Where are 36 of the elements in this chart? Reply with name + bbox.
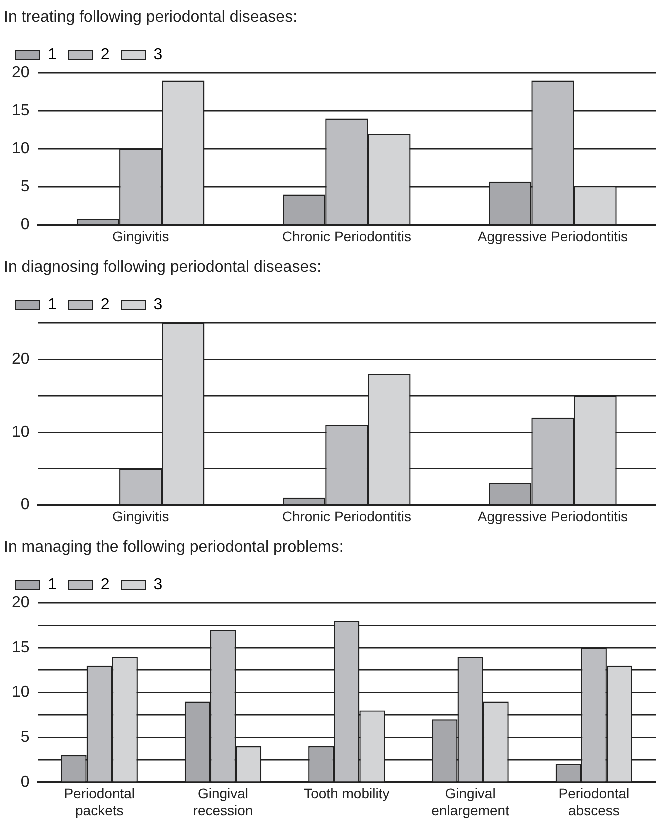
y-tick-label: 0 xyxy=(20,774,30,791)
y-tick-label: 0 xyxy=(20,216,30,234)
legend-label: 3 xyxy=(154,576,163,594)
y-tick-label: 20 xyxy=(12,351,30,368)
legend-label: 2 xyxy=(100,296,110,314)
x-tick-label: Periodontal packets xyxy=(64,786,136,818)
legend-label: 1 xyxy=(48,46,57,64)
x-tick-label: Gingival enlargement xyxy=(432,786,510,818)
legend-label: 1 xyxy=(48,296,57,314)
x-tick-label: Chronic Periodontitis xyxy=(282,508,412,524)
x-tick-label: Gingival recession xyxy=(193,786,254,818)
y-tick-label: 10 xyxy=(12,684,30,702)
y-tick-label: 0 xyxy=(20,496,30,514)
y-tick-label: 5 xyxy=(20,178,30,196)
x-tick-label: Aggressive Periodontitis xyxy=(478,508,628,524)
legend-label: 1 xyxy=(48,576,57,594)
y-tick-label: 5 xyxy=(20,729,30,746)
legend-label: 2 xyxy=(100,576,110,594)
x-tick-label: Gingivitis xyxy=(112,228,170,244)
y-tick-label: 15 xyxy=(12,102,30,120)
y-tick-label: 10 xyxy=(12,424,30,441)
y-tick-label: 10 xyxy=(12,140,30,158)
y-tick-label: 15 xyxy=(12,639,30,656)
legend-label: 3 xyxy=(154,296,163,314)
chart-title: In managing the following periodontal problems: xyxy=(4,539,344,556)
x-tick-label: Tooth mobility xyxy=(304,786,390,802)
chart-title: In treating following periodontal diseases: xyxy=(4,9,298,26)
x-tick-label: Aggressive Periodontitis xyxy=(478,228,628,244)
x-tick-label: Chronic Periodontitis xyxy=(282,228,412,244)
legend-label: 3 xyxy=(154,46,163,64)
x-tick-label: Gingivitis xyxy=(112,508,170,524)
chart-title: In diagnosing following periodontal diseases: xyxy=(4,259,322,276)
x-tick-label: Periodontal abscess xyxy=(558,786,630,818)
legend-label: 2 xyxy=(100,46,110,64)
y-tick-label: 20 xyxy=(12,594,30,612)
y-tick-label: 20 xyxy=(12,64,30,82)
